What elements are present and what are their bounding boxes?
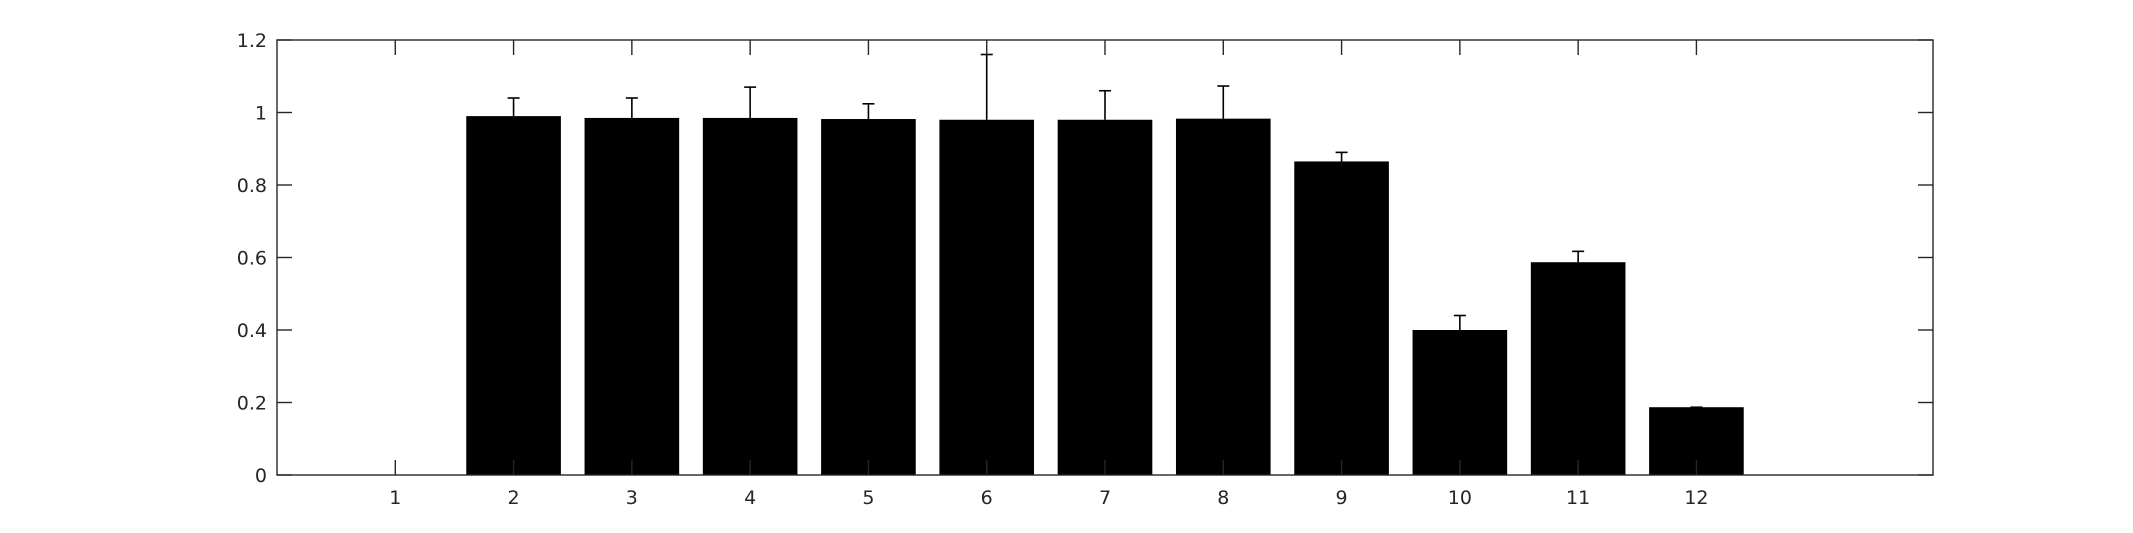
y-tick-label-6: 1.2: [237, 30, 267, 52]
x-tick-label-7: 7: [1099, 487, 1111, 509]
y-tick-label-4: 0.8: [237, 175, 267, 197]
y-tick-label-3: 0.6: [237, 248, 267, 270]
x-tick-labels: 1 2 3 4 5 6 7 8 9 10 11 12: [389, 487, 1708, 509]
x-tick-label-1: 1: [389, 487, 401, 509]
x-tick-label-2: 2: [508, 487, 520, 509]
x-tick-label-4: 4: [744, 487, 756, 509]
y-tick-label-5: 1: [255, 103, 267, 125]
ticks-group: [277, 39, 1933, 476]
bar-7: [1057, 119, 1153, 475]
bar-6: [939, 119, 1035, 475]
y-tick-label-0: 0: [255, 465, 267, 487]
x-tick-label-10: 10: [1448, 487, 1472, 509]
x-tick-label-9: 9: [1336, 487, 1348, 509]
bar-4: [702, 117, 798, 475]
bar-3: [584, 117, 680, 475]
bars-group: [466, 116, 1744, 476]
x-tick-label-11: 11: [1566, 487, 1590, 509]
bar-10: [1412, 330, 1508, 475]
y-tick-labels: 0 0.2 0.4 0.6 0.8 1 1.2: [237, 30, 267, 487]
bar-9: [1294, 161, 1389, 475]
bar-8: [1175, 118, 1271, 475]
bar-11: [1530, 262, 1626, 475]
x-tick-label-12: 12: [1684, 487, 1708, 509]
bar-2: [466, 116, 561, 475]
y-tick-label-2: 0.4: [237, 320, 267, 342]
x-tick-label-6: 6: [981, 487, 993, 509]
bar-5: [821, 119, 916, 476]
x-tick-label-3: 3: [626, 487, 638, 509]
x-tick-label-5: 5: [862, 487, 874, 509]
y-tick-label-1: 0.2: [237, 393, 267, 415]
x-tick-label-8: 8: [1217, 487, 1229, 509]
